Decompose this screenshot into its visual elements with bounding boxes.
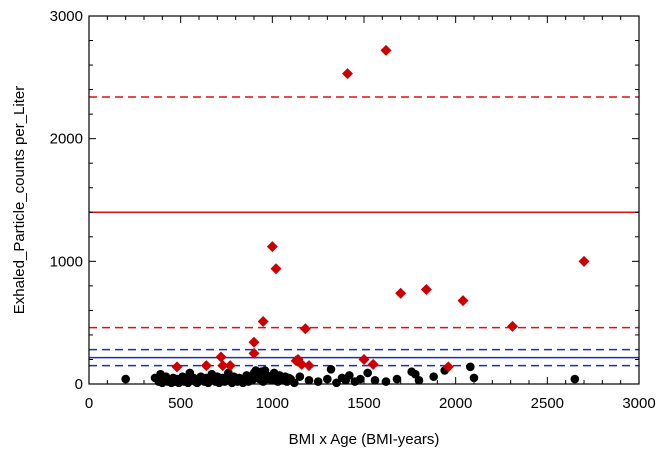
circle-point — [290, 378, 299, 388]
diamond-point — [200, 360, 212, 372]
diamond-point — [395, 287, 407, 299]
diamond-point — [299, 323, 311, 335]
circle-point — [392, 374, 402, 384]
diamond-point — [224, 360, 236, 372]
circle-point — [295, 372, 305, 381]
circle-point — [469, 373, 479, 383]
diamond-point — [217, 360, 229, 372]
x-tick-label: 3000 — [622, 395, 655, 412]
circle-point — [363, 368, 372, 378]
circle-point — [345, 371, 354, 380]
diamond-point — [215, 351, 227, 363]
diamond-point — [342, 68, 353, 80]
diamond-point — [303, 360, 315, 372]
diamond-point — [248, 347, 260, 359]
diamond-point — [248, 336, 260, 348]
diamond-point — [266, 241, 278, 253]
diamond-point — [420, 284, 432, 296]
circle-point — [356, 374, 365, 384]
diamond-point — [358, 353, 370, 365]
diamond-point — [457, 295, 469, 307]
diamond-point — [507, 320, 518, 332]
plot-frame — [88, 15, 640, 385]
x-tick-label: 1500 — [347, 395, 380, 412]
diamond-point — [380, 44, 392, 56]
circle-point — [332, 378, 341, 388]
diamond-point — [270, 263, 282, 275]
x-tick-label: 1000 — [256, 395, 289, 412]
y-tick-label: 0 — [75, 376, 83, 393]
axis-ticks: 0 500 1000 1500 2000 2500 3000 0 1000 2000 3000 — [50, 8, 656, 412]
x-tick-label: 2500 — [531, 395, 564, 412]
x-axis-label: BMI x Age (BMI-years) — [289, 431, 440, 448]
circle-point — [466, 362, 475, 372]
diamond-point — [296, 358, 308, 370]
circle-point — [326, 364, 336, 374]
diamond-point — [257, 315, 269, 327]
x-tick-label: 2000 — [439, 395, 472, 412]
diamond-point — [171, 361, 183, 373]
x-tick-label: 500 — [168, 395, 193, 412]
x-tick-label: 0 — [85, 395, 93, 412]
circle-point — [121, 374, 130, 384]
circle-point — [429, 372, 438, 381]
y-axis-label: Exhaled_Particle_counts per_Liter — [11, 86, 28, 314]
diamond-point — [442, 361, 454, 373]
circle-point — [570, 374, 580, 384]
reference-lines — [89, 96, 639, 367]
circle-point — [323, 374, 332, 384]
diamond-point — [367, 358, 379, 370]
diamond-point — [578, 255, 590, 267]
circle-point — [370, 376, 380, 385]
y-tick-label: 3000 — [50, 8, 83, 25]
data-points — [121, 44, 590, 388]
y-tick-label: 2000 — [50, 131, 83, 148]
y-tick-label: 1000 — [50, 253, 83, 270]
